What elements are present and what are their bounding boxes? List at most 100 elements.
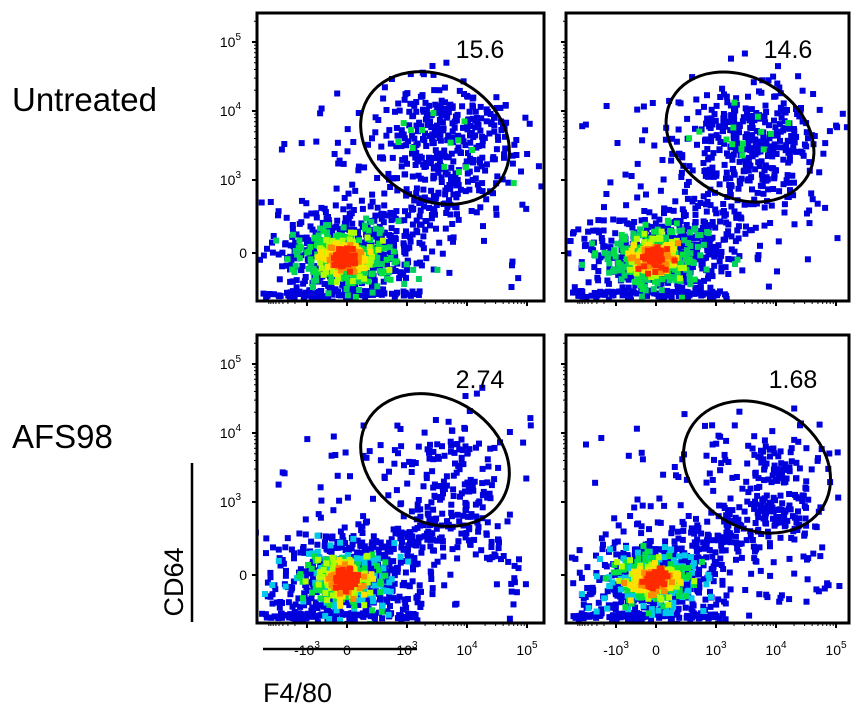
event-dot — [439, 126, 446, 132]
event-dot — [589, 240, 595, 247]
event-dot — [391, 245, 398, 251]
event-dot — [338, 573, 345, 580]
event-dot — [598, 606, 605, 613]
event-dot — [332, 202, 339, 209]
event-dot — [784, 137, 791, 144]
event-dot — [643, 226, 650, 233]
event-dot — [760, 146, 767, 153]
event-dot — [705, 156, 712, 163]
event-dot — [624, 627, 630, 633]
event-dot — [766, 135, 773, 142]
event-dot — [484, 456, 491, 463]
event-dot — [330, 433, 337, 440]
event-dot — [329, 592, 336, 599]
event-dot — [309, 604, 316, 611]
event-dot — [788, 133, 795, 139]
event-dot — [621, 593, 628, 600]
event-dot — [322, 556, 329, 563]
event-dot — [276, 604, 283, 611]
event-dot — [350, 207, 357, 213]
event-dot — [778, 114, 785, 121]
x-tick-label: 0 — [343, 642, 351, 658]
event-dot — [370, 233, 377, 240]
event-dot — [483, 530, 490, 537]
event-dot — [379, 615, 386, 622]
event-dot — [690, 304, 696, 310]
event-dot — [300, 546, 306, 553]
event-dot — [713, 102, 720, 109]
event-dot — [488, 482, 495, 489]
event-dot — [449, 546, 456, 553]
event-dot — [292, 239, 299, 246]
event-dot — [358, 555, 365, 562]
event-dot — [736, 158, 743, 165]
event-dot — [339, 237, 346, 244]
event-dot — [334, 90, 341, 97]
event-dot — [342, 449, 349, 456]
event-dot — [315, 581, 322, 588]
event-dot — [596, 229, 602, 236]
event-dot — [367, 240, 374, 247]
event-dot — [378, 210, 385, 217]
event-dot — [403, 604, 410, 611]
event-dot — [348, 624, 354, 630]
event-dot — [687, 266, 694, 273]
event-dot — [493, 205, 500, 212]
event-dot — [429, 248, 436, 255]
event-dot — [400, 120, 407, 127]
event-dot — [493, 180, 500, 187]
event-dot — [343, 286, 350, 292]
event-dot — [413, 227, 420, 234]
event-dot — [298, 140, 305, 147]
event-dot — [289, 225, 296, 232]
event-dot — [731, 106, 737, 113]
event-dot — [466, 408, 473, 414]
event-dot — [377, 442, 384, 449]
event-dot — [262, 591, 268, 597]
event-dot — [650, 228, 657, 235]
event-dot — [355, 253, 362, 260]
event-dot — [573, 288, 580, 295]
event-dot — [491, 128, 498, 135]
event-dot — [351, 252, 358, 259]
event-dot — [349, 278, 356, 284]
event-dot — [352, 293, 359, 300]
event-dot — [806, 159, 813, 166]
event-dot — [407, 238, 414, 245]
event-dot — [458, 436, 465, 443]
event-dot — [685, 178, 692, 185]
event-dot — [473, 390, 480, 397]
event-dot — [369, 564, 376, 571]
event-dot — [366, 448, 373, 455]
event-dot — [355, 110, 362, 116]
event-dot — [493, 105, 500, 111]
event-dot — [391, 580, 398, 587]
event-dot — [302, 291, 309, 298]
event-dot — [464, 93, 471, 100]
event-dot — [388, 544, 395, 551]
event-dot — [655, 293, 662, 300]
event-dot — [810, 91, 817, 97]
event-dot — [308, 210, 315, 217]
event-dot — [789, 138, 795, 145]
event-dot — [287, 293, 293, 300]
event-dot — [335, 576, 342, 583]
event-dot — [712, 117, 719, 124]
event-dot — [322, 209, 329, 216]
event-dot — [639, 137, 646, 144]
event-dot — [456, 169, 462, 176]
event-dot — [621, 272, 628, 279]
gate-ellipse — [664, 70, 816, 204]
event-dot — [306, 248, 312, 255]
event-dot — [374, 562, 380, 569]
event-dot — [427, 222, 433, 229]
event-dot — [462, 142, 469, 149]
event-dot — [419, 92, 426, 99]
event-dot — [429, 530, 436, 537]
event-dot — [424, 510, 431, 517]
event-dot — [279, 263, 286, 270]
event-dot — [696, 128, 703, 135]
event-dot — [310, 628, 316, 634]
event-dot — [355, 572, 361, 579]
event-dot — [457, 493, 463, 500]
